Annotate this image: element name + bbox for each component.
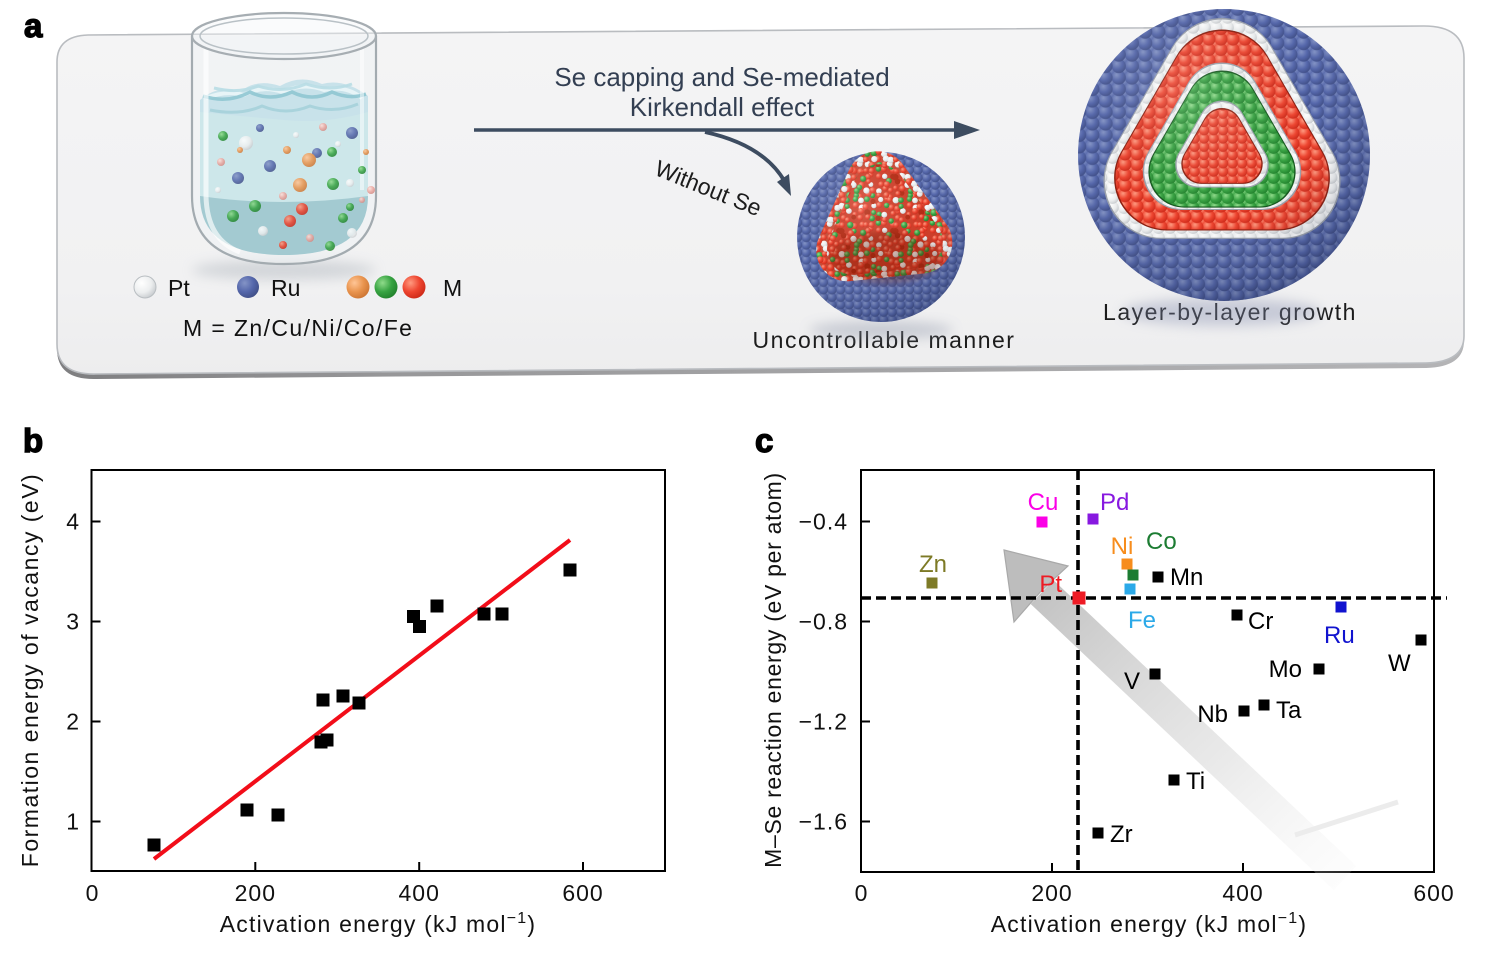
svg-text:Pd: Pd <box>1100 489 1129 516</box>
svg-text:Pt: Pt <box>1039 571 1062 598</box>
svg-text:Ru: Ru <box>271 275 300 301</box>
svg-text:Ru: Ru <box>1324 622 1355 649</box>
svg-text:−0.4: −0.4 <box>799 509 848 535</box>
svg-text:0: 0 <box>855 880 868 906</box>
svg-text:600: 600 <box>1413 880 1454 906</box>
svg-text:2: 2 <box>66 709 80 735</box>
svg-text:Kirkendall effect: Kirkendall effect <box>630 92 815 122</box>
svg-text:400: 400 <box>399 880 440 906</box>
svg-text:400: 400 <box>1222 880 1263 906</box>
svg-text:M–Se reaction energy (eV per a: M–Se reaction energy (eV per atom) <box>760 472 786 868</box>
svg-text:Co: Co <box>1146 528 1177 555</box>
svg-text:Mn: Mn <box>1170 564 1203 591</box>
svg-text:600: 600 <box>562 880 603 906</box>
svg-text:Zn: Zn <box>919 551 947 578</box>
svg-text:Fe: Fe <box>1128 607 1156 634</box>
svg-text:Formation energy of vacancy (e: Formation energy of vacancy (eV) <box>17 473 43 867</box>
svg-text:4: 4 <box>66 509 80 535</box>
svg-text:Cu: Cu <box>1028 489 1059 516</box>
svg-text:M: M <box>443 275 462 301</box>
svg-text:Se capping and Se-mediated: Se capping and Se-mediated <box>554 62 889 92</box>
svg-text:−0.8: −0.8 <box>799 609 848 635</box>
svg-text:Mo: Mo <box>1269 656 1302 683</box>
svg-text:0: 0 <box>86 880 99 906</box>
svg-text:V: V <box>1124 668 1140 695</box>
svg-text:W: W <box>1388 650 1411 677</box>
svg-text:Activation energy (kJ mol−1): Activation energy (kJ mol−1) <box>991 910 1307 937</box>
svg-text:−1.2: −1.2 <box>799 709 848 735</box>
svg-text:Pt: Pt <box>168 275 190 301</box>
svg-text:M = Zn/Cu/Ni/Co/Fe: M = Zn/Cu/Ni/Co/Fe <box>183 315 413 341</box>
svg-text:Zr: Zr <box>1110 821 1133 848</box>
svg-text:c: c <box>755 422 773 459</box>
svg-text:a: a <box>24 7 43 44</box>
svg-text:−1.6: −1.6 <box>799 809 848 835</box>
svg-text:200: 200 <box>1031 880 1072 906</box>
svg-text:200: 200 <box>235 880 276 906</box>
svg-text:Nb: Nb <box>1197 701 1228 728</box>
svg-text:3: 3 <box>66 609 80 635</box>
svg-text:1: 1 <box>66 809 80 835</box>
svg-text:Ta: Ta <box>1276 697 1302 724</box>
svg-text:Ti: Ti <box>1186 768 1205 795</box>
svg-text:Ni: Ni <box>1111 533 1134 560</box>
svg-text:b: b <box>23 422 43 459</box>
svg-text:Activation energy (kJ mol−1): Activation energy (kJ mol−1) <box>220 910 536 937</box>
svg-text:Cr: Cr <box>1248 608 1273 635</box>
